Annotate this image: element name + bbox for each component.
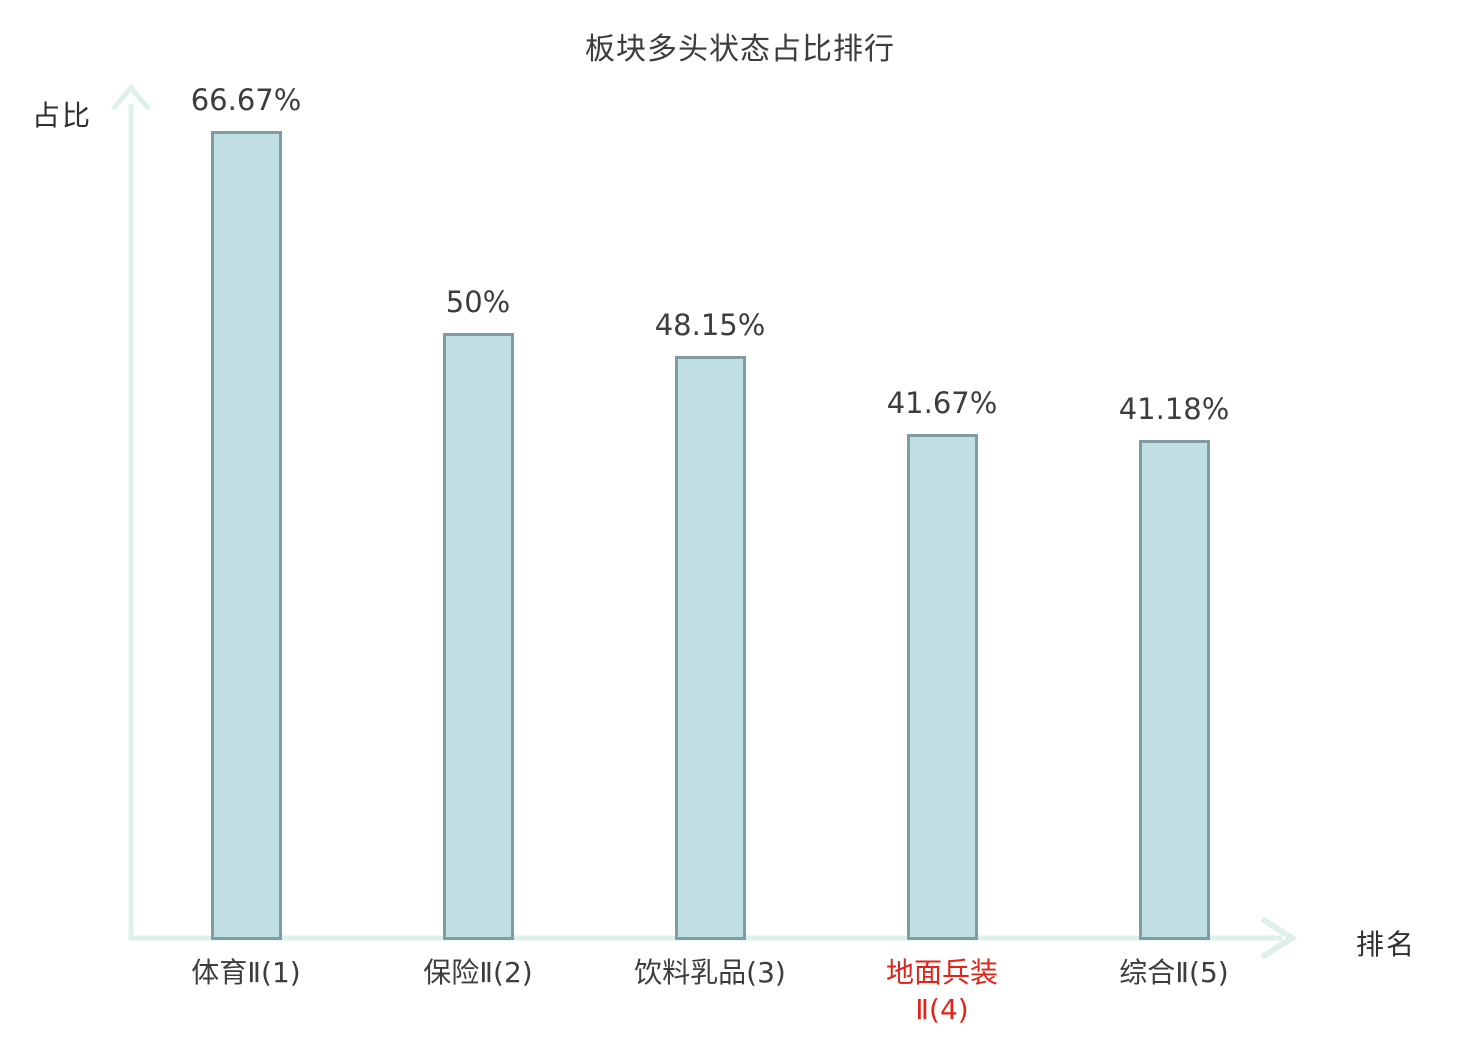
x-axis-label: 排名 (1356, 928, 1417, 961)
category-label: 体育Ⅱ(1) (191, 956, 301, 989)
x-axis-arrowhead (1260, 916, 1298, 960)
bar-value-label: 66.67% (190, 83, 302, 117)
bar-value-label: 50% (445, 285, 511, 319)
bar-value-label: 48.15% (654, 308, 766, 342)
bar (906, 434, 978, 940)
y-axis-label: 占比 (32, 99, 93, 132)
chart-title: 板块多头状态占比排行 (585, 32, 895, 67)
bar (210, 131, 282, 940)
category-label: 综合Ⅱ(5) (1119, 956, 1229, 989)
bar (1138, 440, 1210, 940)
category-label: 地面兵装 Ⅱ(4) (885, 956, 998, 1026)
bar (674, 356, 746, 940)
y-axis-arrowhead (111, 84, 151, 111)
category-label: 饮料乳品(3) (634, 956, 786, 989)
bar-value-label: 41.18% (1118, 392, 1230, 426)
bar-value-label: 41.67% (886, 386, 998, 420)
bar (442, 333, 514, 940)
category-label: 保险Ⅱ(2) (423, 956, 533, 989)
